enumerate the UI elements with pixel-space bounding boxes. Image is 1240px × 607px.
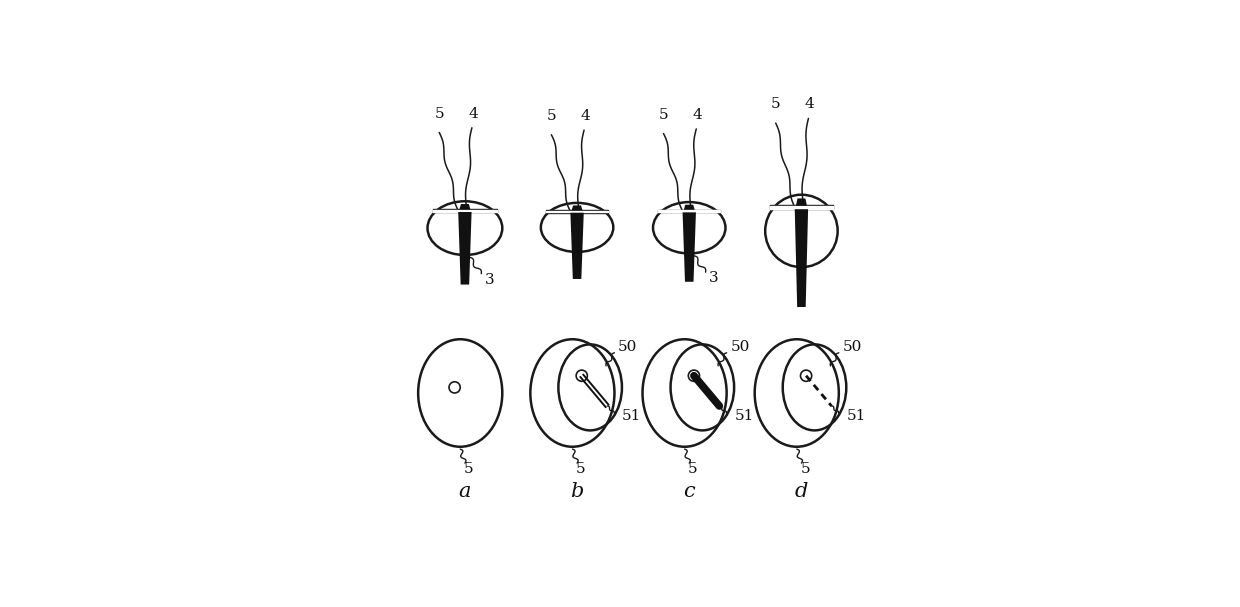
Polygon shape <box>796 198 807 206</box>
Text: 5: 5 <box>771 97 780 112</box>
Polygon shape <box>570 212 584 279</box>
Text: 5: 5 <box>434 107 444 121</box>
Text: 51: 51 <box>622 409 641 423</box>
Text: 5: 5 <box>688 462 698 476</box>
Text: 4: 4 <box>469 107 479 121</box>
Text: d: d <box>795 481 808 501</box>
Text: 50: 50 <box>842 340 862 354</box>
Polygon shape <box>460 204 470 209</box>
Text: 51: 51 <box>734 409 754 423</box>
Text: 50: 50 <box>730 340 750 354</box>
Polygon shape <box>795 209 808 307</box>
Text: 4: 4 <box>580 109 590 123</box>
Text: c: c <box>683 481 696 501</box>
Polygon shape <box>459 212 471 285</box>
Text: 3: 3 <box>485 273 494 287</box>
Polygon shape <box>682 212 696 282</box>
Polygon shape <box>683 205 694 210</box>
Polygon shape <box>572 205 583 210</box>
Text: 5: 5 <box>577 462 585 476</box>
Text: a: a <box>459 481 471 501</box>
Text: 51: 51 <box>847 409 866 423</box>
Text: 3: 3 <box>709 271 718 285</box>
Text: 5: 5 <box>464 462 474 476</box>
Text: 4: 4 <box>693 108 703 122</box>
Text: 5: 5 <box>547 109 557 123</box>
Text: 50: 50 <box>619 340 637 354</box>
Text: b: b <box>570 481 584 501</box>
Text: 5: 5 <box>800 462 810 476</box>
Text: 4: 4 <box>805 97 815 112</box>
Text: 5: 5 <box>658 108 668 122</box>
